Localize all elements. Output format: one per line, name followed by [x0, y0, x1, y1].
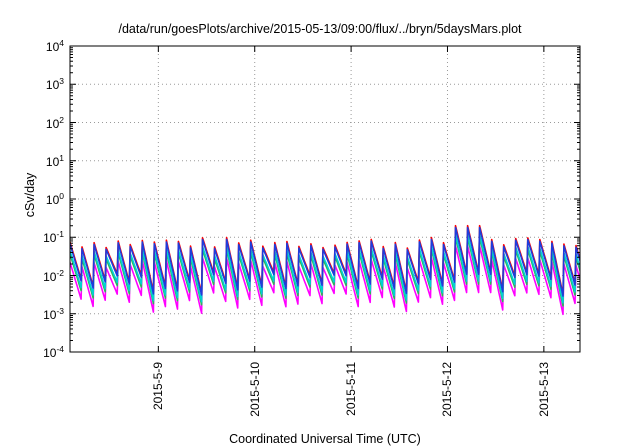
series-layer	[70, 224, 580, 316]
y-tick-exponent: -3	[56, 305, 64, 316]
x-tick-label: 2015-5-13	[536, 362, 551, 417]
y-tick-exponent: 4	[59, 38, 64, 48]
y-tick-exponent: -4	[56, 344, 64, 354]
y-tick-base: 10	[45, 40, 60, 54]
y-tick-exponent: 2	[59, 114, 64, 125]
series-line-2	[70, 233, 580, 304]
y-tick-base: 10	[45, 193, 60, 207]
x-tick-label: 2015-5-9	[151, 362, 166, 411]
y-tick-label: 100	[46, 191, 64, 207]
x-tick-label: 2015-5-12	[440, 362, 455, 417]
tick-marks	[70, 45, 580, 353]
y-tick-label: 10-2	[43, 268, 64, 284]
y-tick-label: 103	[46, 76, 64, 92]
chart-title: /data/run/goesPlots/archive/2015-05-13/0…	[118, 22, 522, 36]
y-tick-exponent: -1	[56, 229, 64, 240]
y-axis-label: cSv/day	[23, 172, 37, 218]
y-tick-label: 101	[46, 153, 64, 169]
y-tick-base: 10	[43, 307, 57, 322]
y-tick-label: 10-4	[43, 344, 64, 360]
x-tick-label: 2015-5-11	[344, 362, 359, 416]
y-tick-label: 102	[46, 115, 64, 131]
series-line-4	[70, 244, 580, 316]
y-tick-base: 10	[43, 231, 57, 246]
y-tick-label: 10-1	[43, 229, 64, 245]
y-tick-exponent: -2	[56, 267, 64, 278]
y-tick-base: 10	[45, 78, 60, 93]
y-tick-base: 10	[43, 346, 57, 360]
y-tick-label: 104	[46, 38, 64, 54]
y-tick-label: 10-3	[43, 306, 64, 322]
x-tick-label: 2015-5-10	[247, 362, 262, 417]
series-line-1	[70, 226, 580, 297]
y-tick-base: 10	[43, 269, 57, 284]
y-tick-base: 10	[45, 154, 60, 169]
y-tick-base: 10	[45, 116, 60, 131]
x-axis-label: Coordinated Universal Time (UTC)	[229, 432, 421, 446]
y-tick-exponent: 1	[59, 152, 64, 163]
y-tick-exponent: 0	[59, 191, 64, 201]
y-tick-exponent: 3	[59, 76, 64, 87]
